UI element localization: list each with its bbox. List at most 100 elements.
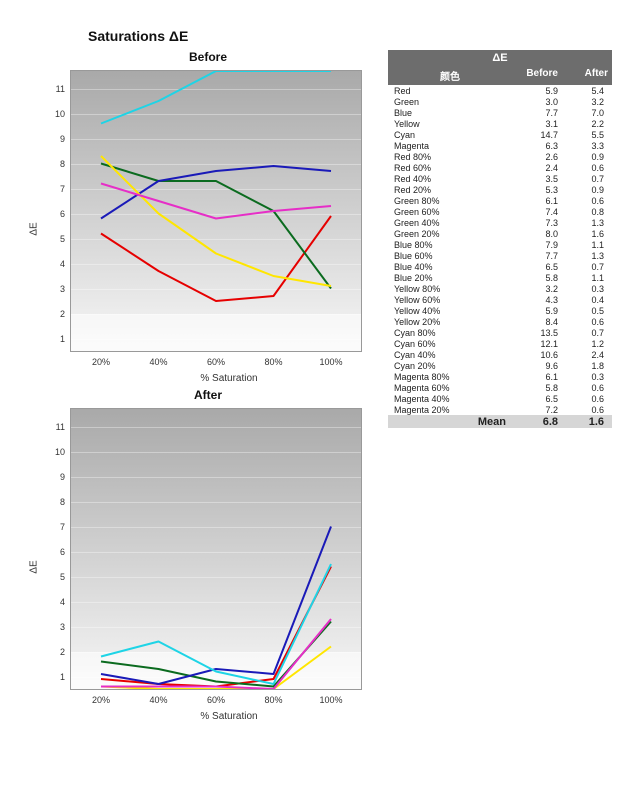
table-header-name: 颜色 — [388, 66, 512, 85]
row-after: 1.6 — [562, 229, 612, 239]
y-tick-label: 10 — [55, 109, 71, 119]
x-tick-label: 60% — [207, 689, 225, 705]
row-before: 2.4 — [516, 163, 562, 173]
row-before: 3.0 — [516, 97, 562, 107]
y-tick-label: 7 — [60, 522, 71, 532]
row-name: Cyan 20% — [388, 361, 516, 371]
row-name: Red 80% — [388, 152, 516, 162]
y-axis-label: ΔE — [29, 560, 40, 573]
x-tick-label: 80% — [264, 351, 282, 367]
row-before: 6.1 — [516, 196, 562, 206]
row-before: 3.1 — [516, 119, 562, 129]
row-name: Green — [388, 97, 516, 107]
chart-before: Before ΔE 123456789101120%40%60%80%100% … — [28, 50, 388, 384]
x-tick-label: 80% — [264, 689, 282, 705]
y-tick-label: 2 — [60, 647, 71, 657]
chart-before-title: Before — [28, 50, 388, 64]
row-after: 1.8 — [562, 361, 612, 371]
row-before: 5.8 — [516, 273, 562, 283]
row-name: Blue — [388, 108, 516, 118]
row-after: 0.7 — [562, 262, 612, 272]
row-name: Blue 20% — [388, 273, 516, 283]
row-before: 9.6 — [516, 361, 562, 371]
series-line-magenta — [101, 619, 331, 689]
row-before: 3.2 — [516, 284, 562, 294]
mean-before: 6.8 — [516, 416, 562, 428]
table-mean-row: Mean 6.8 1.6 — [388, 415, 612, 428]
table-row: Blue 40%6.50.7 — [388, 261, 612, 272]
y-tick-label: 4 — [60, 259, 71, 269]
row-name: Magenta — [388, 141, 516, 151]
row-name: Cyan 80% — [388, 328, 516, 338]
table-row: Green 40%7.31.3 — [388, 217, 612, 228]
table-row: Green 20%8.01.6 — [388, 228, 612, 239]
row-name: Green 60% — [388, 207, 516, 217]
row-name: Cyan 40% — [388, 350, 516, 360]
row-before: 6.3 — [516, 141, 562, 151]
table-row: Green3.03.2 — [388, 96, 612, 107]
row-after: 1.2 — [562, 339, 612, 349]
row-after: 0.7 — [562, 328, 612, 338]
table-row: Red 20%5.30.9 — [388, 184, 612, 195]
table-header-de: ΔE — [388, 50, 612, 66]
row-before: 13.5 — [516, 328, 562, 338]
row-before: 7.7 — [516, 108, 562, 118]
table-row: Cyan 80%13.50.7 — [388, 327, 612, 338]
y-tick-label: 10 — [55, 447, 71, 457]
row-before: 14.7 — [516, 130, 562, 140]
x-tick-label: 20% — [92, 689, 110, 705]
table-row: Yellow3.12.2 — [388, 118, 612, 129]
table-header-after: After — [562, 66, 612, 85]
y-tick-label: 3 — [60, 284, 71, 294]
table-row: Cyan 40%10.62.4 — [388, 349, 612, 360]
row-after: 1.1 — [562, 273, 612, 283]
x-tick-label: 100% — [319, 689, 342, 705]
mean-label: Mean — [388, 416, 516, 428]
y-tick-label: 6 — [60, 547, 71, 557]
row-name: Red 20% — [388, 185, 516, 195]
table-row: Blue7.77.0 — [388, 107, 612, 118]
y-tick-label: 3 — [60, 622, 71, 632]
chart-after: After ΔE 123456789101120%40%60%80%100% %… — [28, 388, 388, 722]
y-tick-label: 8 — [60, 159, 71, 169]
table-row: Red 60%2.40.6 — [388, 162, 612, 173]
series-line-green — [101, 622, 331, 687]
table-row: Magenta 80%6.10.3 — [388, 371, 612, 382]
table-row: Yellow 60%4.30.4 — [388, 294, 612, 305]
row-after: 0.6 — [562, 163, 612, 173]
row-before: 2.6 — [516, 152, 562, 162]
row-name: Magenta 40% — [388, 394, 516, 404]
plot-area: 123456789101120%40%60%80%100% — [70, 70, 362, 352]
row-name: Green 20% — [388, 229, 516, 239]
row-before: 4.3 — [516, 295, 562, 305]
row-after: 1.3 — [562, 218, 612, 228]
y-tick-label: 4 — [60, 597, 71, 607]
row-after: 1.1 — [562, 240, 612, 250]
x-tick-label: 20% — [92, 351, 110, 367]
row-before: 5.8 — [516, 383, 562, 393]
y-tick-label: 8 — [60, 497, 71, 507]
row-name: Yellow 80% — [388, 284, 516, 294]
row-after: 2.2 — [562, 119, 612, 129]
row-before: 7.3 — [516, 218, 562, 228]
row-before: 7.4 — [516, 207, 562, 217]
row-before: 6.5 — [516, 394, 562, 404]
row-before: 12.1 — [516, 339, 562, 349]
y-tick-label: 7 — [60, 184, 71, 194]
row-after: 0.6 — [562, 196, 612, 206]
y-axis-label: ΔE — [29, 222, 40, 235]
row-before: 7.7 — [516, 251, 562, 261]
table-header-before: Before — [512, 66, 562, 85]
row-name: Yellow — [388, 119, 516, 129]
table-row: Green 60%7.40.8 — [388, 206, 612, 217]
row-before: 6.1 — [516, 372, 562, 382]
x-tick-label: 60% — [207, 351, 225, 367]
series-line-red — [101, 216, 331, 301]
row-after: 7.0 — [562, 108, 612, 118]
row-before: 5.9 — [516, 86, 562, 96]
row-after: 2.4 — [562, 350, 612, 360]
row-before: 5.3 — [516, 185, 562, 195]
row-after: 0.4 — [562, 295, 612, 305]
charts-column: Before ΔE 123456789101120%40%60%80%100% … — [28, 50, 388, 726]
x-tick-label: 100% — [319, 351, 342, 367]
